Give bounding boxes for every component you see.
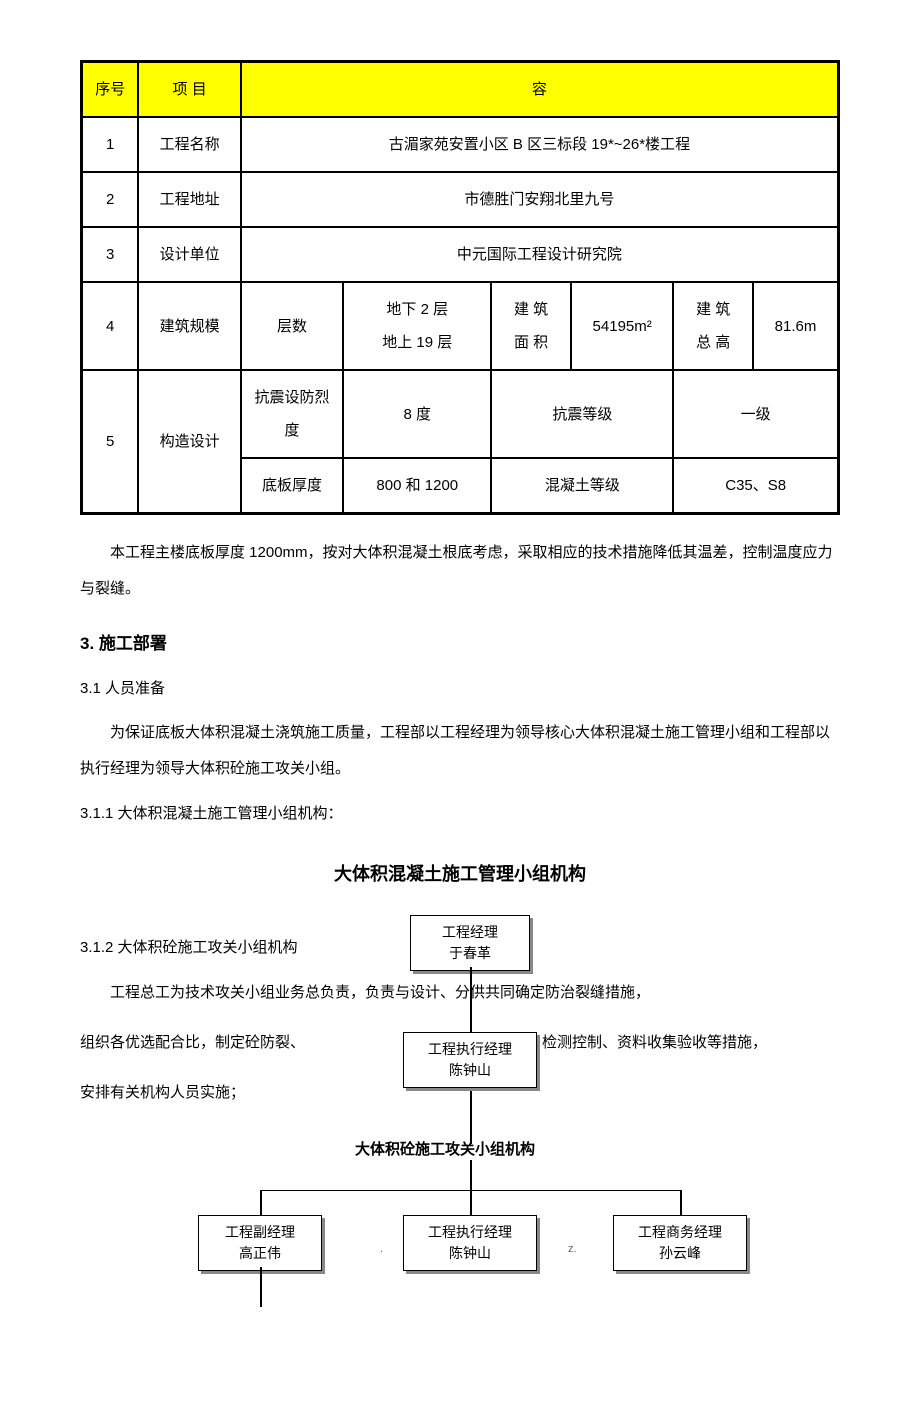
org-box-business-manager: 工程商务经理 孙云峰 [613,1215,747,1271]
org-box-deputy-manager: 工程副经理 高正伟 [198,1215,322,1271]
cell-item: 工程名称 [138,117,240,172]
floors-label: 层数 [241,282,343,370]
r5-label: 底板厚度 [241,458,343,514]
area-label: 建 筑 面 积 [491,282,571,370]
org-box-manager: 工程经理 于春革 [410,915,530,971]
cell-num: 1 [82,117,139,172]
cell-num: 5 [82,370,139,514]
r5-label: 抗震等级 [491,370,673,458]
subsection-3-1-2: 3.1.2 大体积砼施工攻关小组机构 [80,930,298,966]
cell-content: 古湄家苑安置小区 B 区三标段 19*~26*楼工程 [241,117,839,172]
org-connector-line [470,1160,472,1190]
table-row: 3 设计单位 中元国际工程设计研究院 [82,227,839,282]
paragraph-1: 本工程主楼底板厚度 1200mm，按对大体积混凝土根底考虑，采取相应的技术措施降… [80,535,840,607]
cell-num: 2 [82,172,139,227]
header-item: 项 目 [138,62,240,118]
org-connector-line [470,1190,472,1215]
cell-num: 4 [82,282,139,370]
paragraph-3d: 安排有关机构人员实施； [80,1075,245,1111]
org-chart-container: 工程经理 于春革 3.1.2 大体积砼施工攻关小组机构 工程总工为技术攻关小组业… [80,915,840,1365]
org-box-exec-manager-2: 工程执行经理 陈钟山 [403,1215,537,1271]
r5-value: 一级 [673,370,838,458]
table-row-4: 4 建筑规模 层数 地下 2 层 地上 19 层 建 筑 面 积 54195m²… [82,282,839,370]
table-header-row: 序号 项 目 容 [82,62,839,118]
z-mark: z. [568,1237,577,1261]
height-label: 建 筑 总 高 [673,282,753,370]
project-info-table: 序号 项 目 容 1 工程名称 古湄家苑安置小区 B 区三标段 19*~26*楼… [80,60,840,515]
cell-item: 设计单位 [138,227,240,282]
section-3-title: 3. 施工部署 [80,625,840,662]
cell-item: 建筑规模 [138,282,240,370]
dot-mark: . [380,1237,383,1261]
sub-org-title: 大体积砼施工攻关小组机构 [355,1133,535,1166]
r5-label: 抗震设防烈度 [241,370,343,458]
r5-value: 8 度 [343,370,491,458]
paragraph-3c: 检测控制、资料收集验收等措施， [542,1025,767,1061]
table-row: 2 工程地址 市德胜门安翔北里九号 [82,172,839,227]
subsection-3-1: 3.1 人员准备 [80,672,840,705]
paragraph-3a: 工程总工为技术攻关小组业务总负责，负责与设计、分供共同确定防治裂缝措施， [80,975,840,1011]
cell-item: 工程地址 [138,172,240,227]
paragraph-2: 为保证底板大体积混凝土浇筑施工质量，工程部以工程经理为领导核心大体积混凝土施工管… [80,715,840,787]
r5-value: 800 和 1200 [343,458,491,514]
cell-content: 市德胜门安翔北里九号 [241,172,839,227]
r5-label: 混凝土等级 [491,458,673,514]
paragraph-3b: 组织各优选配合比，制定砼防裂、 [80,1025,305,1061]
cell-item: 构造设计 [138,370,240,514]
table-row: 1 工程名称 古湄家苑安置小区 B 区三标段 19*~26*楼工程 [82,117,839,172]
floors-value: 地下 2 层 地上 19 层 [343,282,491,370]
cell-content: 中元国际工程设计研究院 [241,227,839,282]
r5-value: C35、S8 [673,458,838,514]
org-connector-line [260,1267,262,1307]
header-num: 序号 [82,62,139,118]
cell-num: 3 [82,227,139,282]
table-row-5a: 5 构造设计 抗震设防烈度 8 度 抗震等级 一级 [82,370,839,458]
subsection-3-1-1: 3.1.1 大体积混凝土施工管理小组机构： [80,797,840,830]
org-connector-line [260,1190,262,1215]
header-content: 容 [241,62,839,118]
height-value: 81.6m [753,282,838,370]
org-chart-title: 大体积混凝土施工管理小组机构 [80,855,840,895]
org-box-exec-manager: 工程执行经理 陈钟山 [403,1032,537,1088]
area-value: 54195m² [571,282,673,370]
org-connector-line [680,1190,682,1215]
